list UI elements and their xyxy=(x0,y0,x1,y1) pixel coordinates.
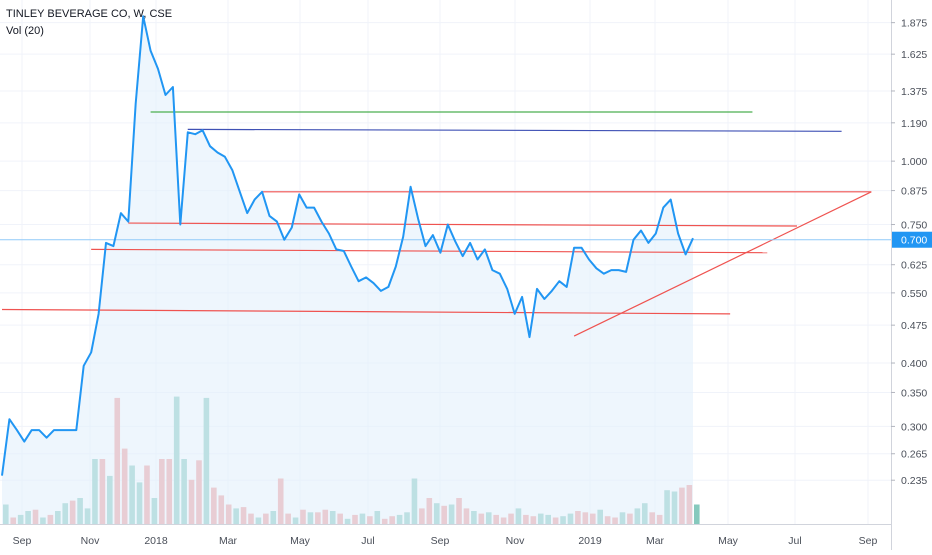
x-tick-label: May xyxy=(718,535,739,547)
x-tick-label: Mar xyxy=(646,535,665,547)
y-tick-label: 0.350 xyxy=(901,387,927,399)
y-tick-label: 0.300 xyxy=(901,421,927,433)
x-tick-label: Jul xyxy=(361,535,374,547)
last-price-badge xyxy=(892,231,932,248)
price-area xyxy=(2,16,693,525)
x-tick-label: Sep xyxy=(431,535,450,547)
y-tick-label: 0.625 xyxy=(901,260,927,272)
y-tick-label: 0.475 xyxy=(901,320,927,332)
trendline-red xyxy=(91,248,768,254)
y-tick-label: 1.625 xyxy=(901,49,927,61)
x-tick-label: Sep xyxy=(859,535,878,547)
x-tick-label: May xyxy=(290,535,311,547)
trendline-red xyxy=(1,308,731,315)
trendline-blue xyxy=(187,128,842,132)
y-tick-label: 0.875 xyxy=(901,186,927,198)
y-tick-label: 0.550 xyxy=(901,288,927,300)
y-tick-label: 1.190 xyxy=(901,118,927,130)
volume-bar xyxy=(693,504,700,524)
x-tick-label: Jul xyxy=(788,535,801,547)
chart-legend: TINLEY BEVERAGE CO, W, CSE Vol (20) xyxy=(6,6,172,40)
y-tick-label: 0.235 xyxy=(901,475,927,487)
y-tick-label: 0.265 xyxy=(901,449,927,461)
x-tick-label: 2018 xyxy=(144,535,168,547)
trendline-red xyxy=(573,191,872,337)
x-tick-label: Nov xyxy=(81,535,100,547)
last-price-label: 0.700 xyxy=(901,235,927,247)
trendline-red xyxy=(128,222,798,227)
price-line xyxy=(1,15,694,476)
x-tick-label: 2019 xyxy=(578,535,602,547)
y-tick-label: 1.000 xyxy=(901,156,927,168)
indicator-label: Vol (20) xyxy=(6,25,44,37)
x-tick-label: Mar xyxy=(219,535,238,547)
x-tick-label: Nov xyxy=(506,535,525,547)
x-tick-label: Sep xyxy=(13,535,32,547)
y-tick-label: 0.400 xyxy=(901,358,927,370)
y-tick-label: 1.375 xyxy=(901,86,927,98)
y-tick-label: 0.750 xyxy=(901,220,927,232)
chart-title: TINLEY BEVERAGE CO, W, CSE xyxy=(6,8,173,20)
y-tick-label: 1.875 xyxy=(901,18,927,30)
